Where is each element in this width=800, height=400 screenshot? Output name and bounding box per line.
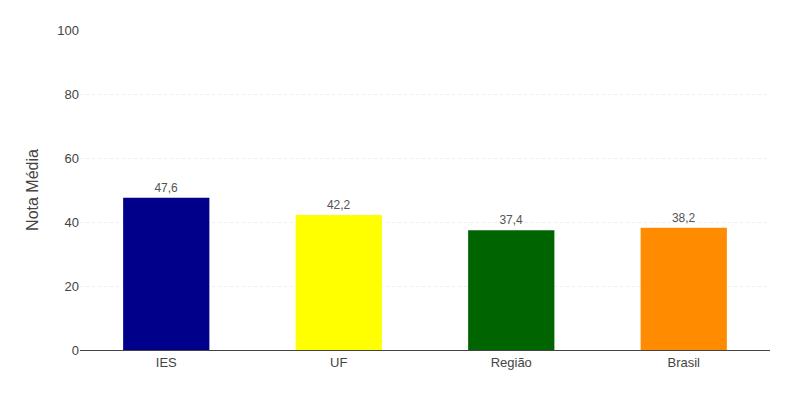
svg-text:0: 0 bbox=[72, 343, 79, 358]
svg-text:60: 60 bbox=[65, 151, 79, 166]
svg-text:38,2: 38,2 bbox=[672, 211, 696, 225]
svg-text:100: 100 bbox=[57, 23, 79, 38]
svg-text:Região: Região bbox=[491, 355, 532, 370]
svg-text:Brasil: Brasil bbox=[667, 355, 700, 370]
svg-text:42,2: 42,2 bbox=[327, 198, 351, 212]
svg-text:20: 20 bbox=[65, 279, 79, 294]
svg-text:40: 40 bbox=[65, 215, 79, 230]
svg-text:47,6: 47,6 bbox=[154, 181, 178, 195]
svg-text:37,4: 37,4 bbox=[499, 213, 523, 227]
svg-text:Nota Média: Nota Média bbox=[24, 149, 41, 231]
svg-text:UF: UF bbox=[330, 355, 347, 370]
svg-text:80: 80 bbox=[65, 87, 79, 102]
svg-text:IES: IES bbox=[156, 355, 177, 370]
